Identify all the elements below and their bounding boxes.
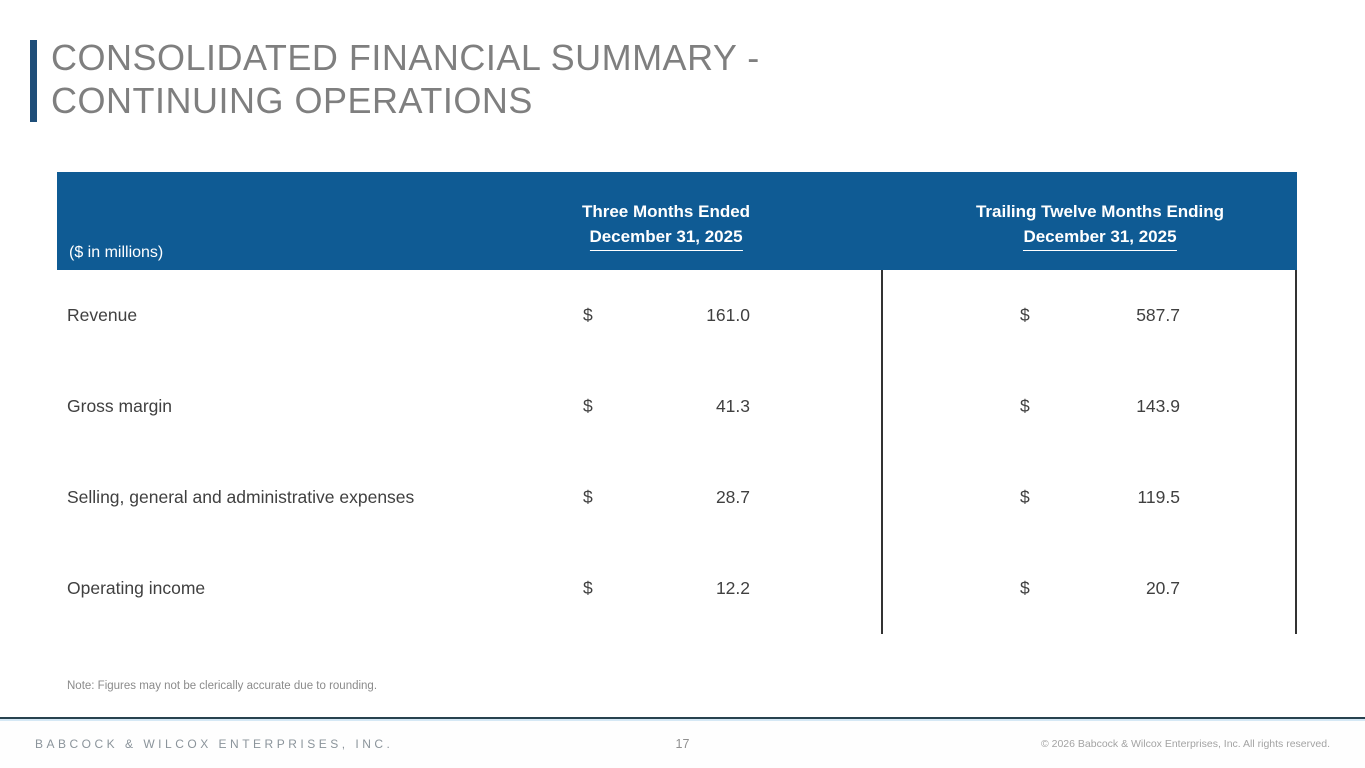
- cell-trailing-twelve-months: $ 143.9: [881, 396, 1297, 417]
- financial-summary-table: ($ in millions) Three Months Ended Decem…: [57, 172, 1297, 634]
- footnote: Note: Figures may not be clerically accu…: [67, 680, 378, 692]
- currency-symbol: $: [583, 487, 593, 507]
- currency-symbol: $: [583, 578, 593, 598]
- currency-symbol: $: [1020, 487, 1030, 507]
- column-header-line1: Trailing Twelve Months Ending: [975, 202, 1225, 221]
- column-header-date: December 31, 2025: [1023, 224, 1177, 251]
- unit-label: ($ in millions): [69, 244, 164, 261]
- table-row: Operating income $ 12.2 $ 20.7: [57, 543, 1297, 634]
- cell-value: 28.7: [715, 487, 750, 507]
- cell-value: 161.0: [706, 305, 750, 325]
- cell-three-months: $ 41.3: [560, 396, 881, 417]
- column-header-trailing-twelve-months: Trailing Twelve Months Ending December 3…: [976, 199, 1224, 251]
- cell-value: 143.9: [1136, 396, 1180, 416]
- table-body: Revenue $ 161.0 $ 587.7 Gross margin $ 4…: [57, 270, 1297, 634]
- row-label: Gross margin: [67, 396, 173, 416]
- column-divider: [881, 270, 883, 634]
- row-label: Selling, general and administrative expe…: [67, 487, 415, 507]
- page-title-line1: CONSOLIDATED FINANCIAL SUMMARY -: [51, 37, 760, 78]
- cell-three-months: $ 161.0: [560, 305, 881, 326]
- cell-three-months: $ 28.7: [560, 487, 881, 508]
- cell-value: 119.5: [1137, 487, 1181, 507]
- currency-symbol: $: [1020, 578, 1030, 598]
- page-title: CONSOLIDATED FINANCIAL SUMMARY - CONTINU…: [51, 36, 760, 122]
- footer-company-name: BABCOCK & WILCOX ENTERPRISES, INC.: [35, 737, 394, 751]
- footer-content: BABCOCK & WILCOX ENTERPRISES, INC. 17 © …: [0, 721, 1365, 768]
- cell-trailing-twelve-months: $ 119.5: [881, 487, 1297, 508]
- footer-divider-dark: [0, 717, 1365, 719]
- column-header-three-months: Three Months Ended December 31, 2025: [582, 199, 750, 251]
- table-row: Selling, general and administrative expe…: [57, 452, 1297, 543]
- cell-value: 587.7: [1136, 305, 1180, 325]
- page-title-line2: CONTINUING OPERATIONS: [51, 80, 533, 121]
- table-header: ($ in millions) Three Months Ended Decem…: [57, 172, 1297, 270]
- cell-value: 12.2: [715, 578, 750, 598]
- table-row: Revenue $ 161.0 $ 587.7: [57, 270, 1297, 361]
- page-number: 17: [675, 737, 690, 751]
- row-label: Revenue: [67, 305, 138, 325]
- table-row: Gross margin $ 41.3 $ 143.9: [57, 361, 1297, 452]
- cell-trailing-twelve-months: $ 587.7: [881, 305, 1297, 326]
- cell-value: 20.7: [1145, 578, 1180, 598]
- currency-symbol: $: [1020, 396, 1030, 416]
- footer-divider-light: [0, 719, 1365, 721]
- cell-value: 41.3: [715, 396, 750, 416]
- footer-copyright: © 2026 Babcock & Wilcox Enterprises, Inc…: [1040, 738, 1330, 750]
- row-label: Operating income: [67, 578, 206, 598]
- slide-footer: BABCOCK & WILCOX ENTERPRISES, INC. 17 © …: [0, 717, 1365, 768]
- table-right-border: [1295, 270, 1297, 634]
- currency-symbol: $: [1020, 305, 1030, 325]
- currency-symbol: $: [583, 396, 593, 416]
- column-header-date: December 31, 2025: [589, 224, 743, 251]
- column-header-line1: Three Months Ended: [581, 202, 751, 221]
- title-accent-bar: [30, 40, 37, 122]
- cell-trailing-twelve-months: $ 20.7: [881, 578, 1297, 599]
- title-block: CONSOLIDATED FINANCIAL SUMMARY - CONTINU…: [30, 36, 760, 122]
- currency-symbol: $: [583, 305, 593, 325]
- cell-three-months: $ 12.2: [560, 578, 881, 599]
